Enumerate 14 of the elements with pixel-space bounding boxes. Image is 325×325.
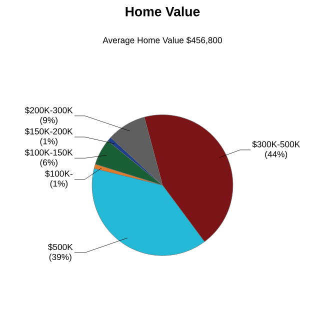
slice-label: $100K-150K (24, 149, 73, 156)
slice-label: $100K- (45, 170, 72, 178)
chart-subtitle: Average Home Value $456,800 (102, 36, 222, 45)
data-label: (1%) (50, 180, 68, 188)
slice-label: $500K (48, 244, 73, 251)
data-label: (9%) (40, 116, 58, 125)
data-label: (6%) (40, 159, 58, 168)
slice-label: $150K-200K (24, 128, 73, 135)
slice-label: $300K-500K (252, 140, 300, 148)
data-label: (39%) (49, 254, 72, 262)
chart-title: Home Value (126, 6, 200, 16)
data-label: (1%) (40, 138, 58, 146)
data-label: (44%) (265, 150, 288, 159)
slice-label: $200K-300K (24, 106, 73, 114)
